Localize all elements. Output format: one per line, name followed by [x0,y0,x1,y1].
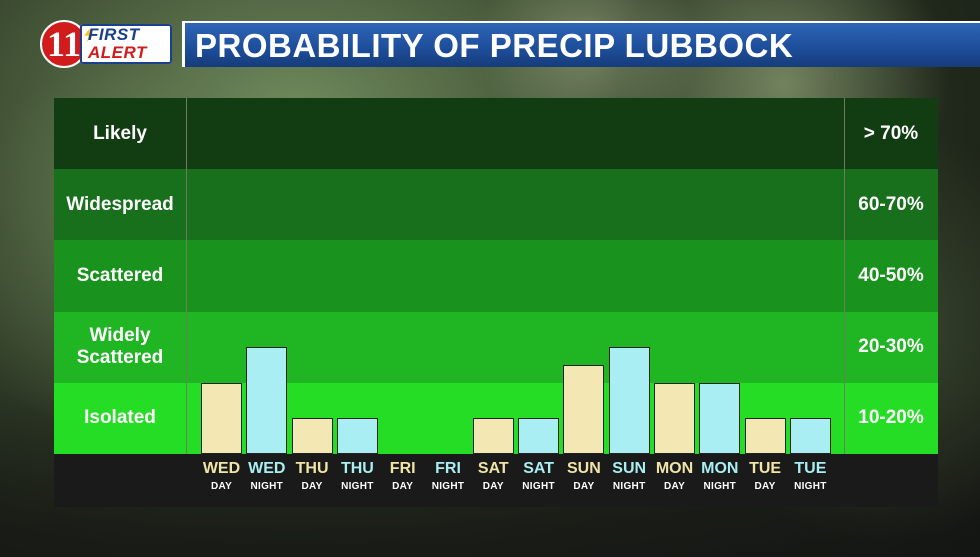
band-scattered: Scattered 40-50% [54,240,938,312]
tick-day-label: FRI [389,460,416,477]
bar-sat-night [518,418,560,454]
tick-sat-night: SAT NIGHT [516,460,562,492]
tick-wed-night: WED NIGHT [244,460,290,492]
band-label: Isolated [84,407,156,429]
bar-wed-night [246,347,288,454]
bar-sun-night [608,347,650,454]
bar-tue-day [744,418,786,454]
tick-mon-night: MON NIGHT [697,460,743,492]
band-range-label: 20-30% [858,336,924,358]
band-label: Widely Scattered [76,325,164,369]
tick-sun-night: SUN NIGHT [606,460,652,492]
tick-mon-day: MON DAY [652,460,698,492]
tick-period-label: DAY [210,481,233,492]
tick-period-label: NIGHT [250,481,284,492]
tick-period-label: NIGHT [522,481,555,492]
tick-day-label: THU [295,460,329,477]
tick-day-label: SAT [523,460,554,477]
left-divider [186,98,187,507]
x-axis-strip [54,454,938,507]
band-label: Scattered [76,264,164,286]
tick-day-label: TUE [749,460,782,477]
tick-thu-day: THU DAY [289,460,335,492]
logo-badge: FIRST ALERT [80,24,172,64]
tick-day-label: MON [701,460,739,477]
page-title: PROBABILITY OF PRECIP LUBBOCK [195,27,794,64]
band-label: Widespread [66,193,174,215]
tick-day-label: MON [655,460,694,477]
bar-mon-night [699,382,741,454]
tick-period-label: DAY [754,481,776,492]
tick-day-label: TUE [794,460,827,477]
tick-period-label: DAY [301,481,323,492]
tick-sat-day: SAT DAY [470,460,516,492]
tick-wed-day: WED DAY [199,460,245,492]
band-range-label: 40-50% [858,264,924,286]
bar-sun-day [563,365,605,454]
tick-period-label: DAY [573,481,595,492]
band-likely: Likely > 70% [54,98,938,170]
tick-fri-night: FRI NIGHT [425,460,471,492]
tick-day-label: SUN [567,460,601,477]
tick-fri-day: FRI DAY [380,460,426,492]
bar-thu-day [291,418,333,454]
tick-day-label: WED [202,460,241,477]
band-widespread: Widespread 60-70% [54,169,938,241]
band-range-label: 60-70% [858,193,924,215]
tick-period-label: NIGHT [341,481,374,492]
tick-period-label: NIGHT [703,481,737,492]
tick-tue-day: TUE DAY [742,460,788,492]
tick-thu-night: THU NIGHT [334,460,380,492]
first-alert-logo: 11 FIRST ALERT [40,18,172,70]
lightning-icon [84,28,94,42]
bar-wed-day [201,382,242,454]
band-range-label: 10-20% [858,407,924,429]
logo-first-text: FIRST [88,25,140,44]
title-bar: PROBABILITY OF PRECIP LUBBOCK [182,21,980,67]
tick-sun-day: SUN DAY [561,460,607,492]
tick-day-label: SAT [477,460,509,477]
tick-period-label: DAY [392,481,414,492]
bar-thu-night [336,418,378,454]
logo-alert-text: ALERT [88,43,147,62]
right-divider [844,98,845,507]
tick-period-label: NIGHT [431,481,465,492]
band-widely-scattered: Widely Scattered 20-30% [54,311,938,383]
band-label: Likely [93,122,147,144]
tick-day-label: THU [340,460,374,477]
tick-day-label: WED [248,460,286,477]
tick-period-label: NIGHT [794,481,827,492]
bar-sat-day [472,418,514,454]
tick-period-label: DAY [663,481,686,492]
tick-tue-night: TUE NIGHT [787,460,833,492]
bar-tue-night [789,418,831,454]
precip-chart: Likely > 70% Widespread 60-70% Scattered 40-5… [54,98,938,507]
tick-day-label: FRI [435,460,461,477]
bar-mon-day [654,382,695,454]
tick-period-label: DAY [482,481,504,492]
band-range-label: > 70% [863,122,919,144]
tick-day-label: SUN [612,460,647,477]
tick-period-label: NIGHT [612,481,646,492]
